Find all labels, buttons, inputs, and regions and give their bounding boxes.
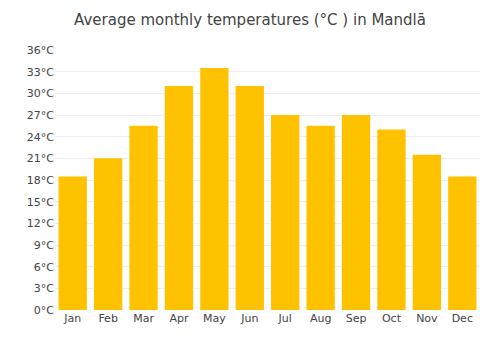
svg-text:24°C: 24°C [27,131,54,144]
svg-text:Dec: Dec [452,312,473,325]
svg-text:Oct: Oct [382,312,402,325]
svg-text:12°C: 12°C [27,217,54,230]
svg-text:Feb: Feb [98,312,117,325]
svg-text:May: May [203,312,226,325]
svg-text:Jan: Jan [63,312,81,325]
svg-text:Apr: Apr [169,312,189,325]
svg-text:18°C: 18°C [27,174,54,187]
svg-text:27°C: 27°C [27,109,54,122]
svg-text:Average monthly temperatures (: Average monthly temperatures (°C ) in Ma… [74,11,426,29]
svg-text:6°C: 6°C [34,261,54,274]
svg-text:0°C: 0°C [34,304,54,317]
svg-text:15°C: 15°C [27,196,54,209]
svg-text:Nov: Nov [416,312,438,325]
svg-text:Mar: Mar [133,312,154,325]
svg-text:Aug: Aug [310,312,331,325]
svg-text:Jun: Jun [240,312,258,325]
svg-text:21°C: 21°C [27,152,54,165]
svg-text:36°C: 36°C [27,44,54,57]
svg-text:Jul: Jul [278,312,292,325]
svg-text:33°C: 33°C [27,66,54,79]
svg-text:Sep: Sep [346,312,367,325]
svg-text:30°C: 30°C [27,87,54,100]
svg-text:9°C: 9°C [34,239,54,252]
svg-text:3°C: 3°C [34,282,54,295]
